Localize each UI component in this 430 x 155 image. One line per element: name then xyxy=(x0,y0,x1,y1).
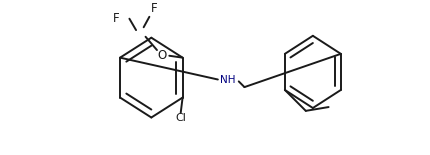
Text: NH: NH xyxy=(220,75,235,84)
Text: F: F xyxy=(113,12,120,25)
Text: O: O xyxy=(157,49,166,62)
Text: F: F xyxy=(151,2,157,15)
Text: Cl: Cl xyxy=(175,113,186,124)
